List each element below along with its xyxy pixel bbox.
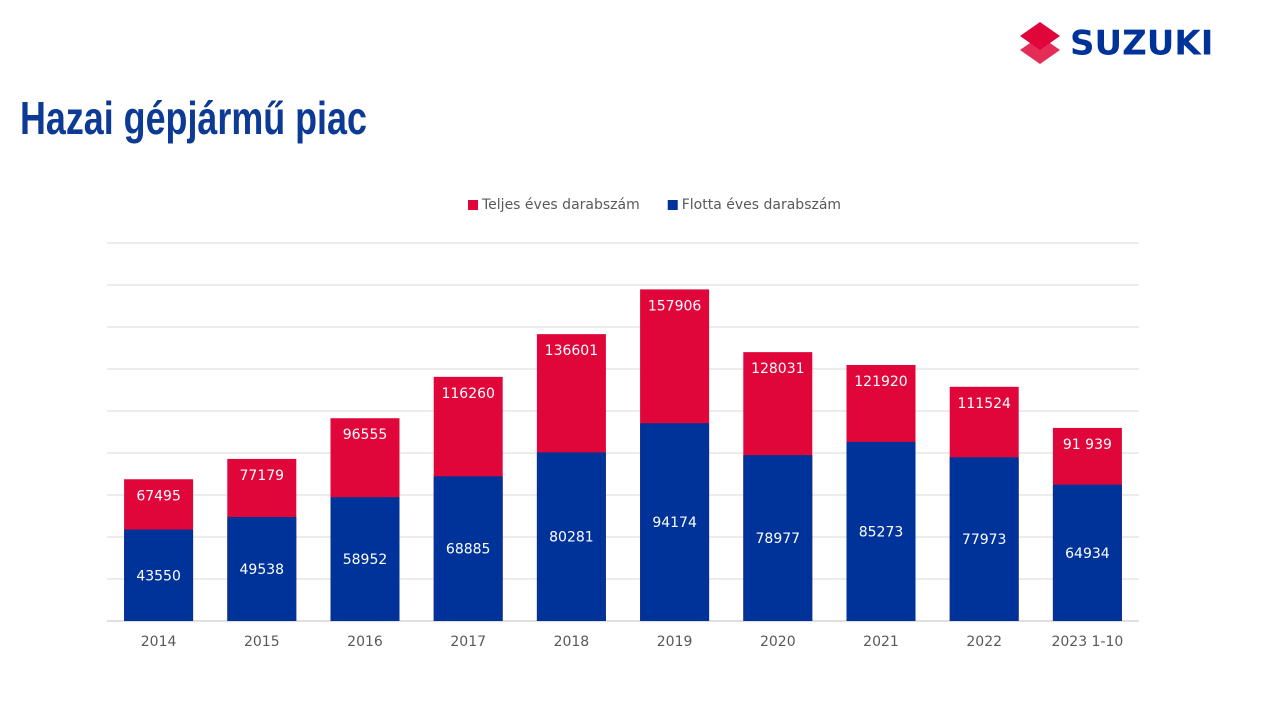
- x-tick-label: 2023 1-10: [1051, 634, 1123, 650]
- x-tick-label: 2015: [244, 634, 280, 650]
- bar: [433, 476, 503, 621]
- bar: [536, 452, 606, 621]
- slide-title: Hazai gépjármű piac: [20, 93, 367, 144]
- x-tick-label: 2018: [554, 634, 590, 650]
- legend-label: Flotta éves darabszám: [682, 197, 841, 213]
- data-label: 68885: [446, 542, 491, 558]
- legend-swatch: [468, 200, 478, 210]
- bar: [846, 441, 916, 621]
- bar: [949, 457, 1019, 621]
- legend-swatch: [667, 200, 678, 210]
- bar: [1052, 484, 1122, 621]
- data-label: 64934: [1065, 546, 1110, 562]
- data-label: 94174: [652, 515, 697, 531]
- bar: [743, 455, 813, 621]
- data-label: 111524: [957, 396, 1011, 412]
- x-tick-label: 2016: [347, 634, 383, 650]
- data-label: 77973: [962, 532, 1007, 548]
- x-tick-label: 2022: [966, 634, 1002, 650]
- data-label: 58952: [343, 552, 388, 568]
- logo: SUZUKI: [1020, 22, 1213, 64]
- data-label: 121920: [854, 374, 907, 390]
- data-label: 157906: [648, 298, 702, 314]
- x-tick-label: 2021: [863, 634, 899, 650]
- data-label: 43550: [136, 568, 181, 584]
- data-label: 80281: [549, 530, 594, 546]
- bar: [124, 529, 194, 621]
- x-tick-label: 2014: [141, 634, 177, 650]
- data-label: 128031: [751, 361, 804, 377]
- data-label: 49538: [240, 562, 285, 578]
- data-label: 67495: [136, 488, 181, 504]
- legend-label: Teljes éves darabszám: [481, 197, 640, 213]
- data-label: 136601: [545, 343, 598, 359]
- bar: [227, 516, 297, 621]
- data-label: 96555: [343, 427, 388, 443]
- data-label: 78977: [756, 531, 801, 547]
- data-label: 77179: [240, 468, 285, 484]
- x-tick-label: 2019: [657, 634, 693, 650]
- bar: [640, 423, 710, 621]
- x-tick-label: 2020: [760, 634, 796, 650]
- logo-mark: [1020, 36, 1060, 64]
- data-label: 91 939: [1063, 437, 1112, 453]
- data-label: 85273: [859, 524, 904, 540]
- x-tick-label: 2017: [450, 634, 486, 650]
- bar: [330, 497, 400, 621]
- logo-text: SUZUKI: [1070, 24, 1213, 64]
- data-label: 116260: [441, 386, 494, 402]
